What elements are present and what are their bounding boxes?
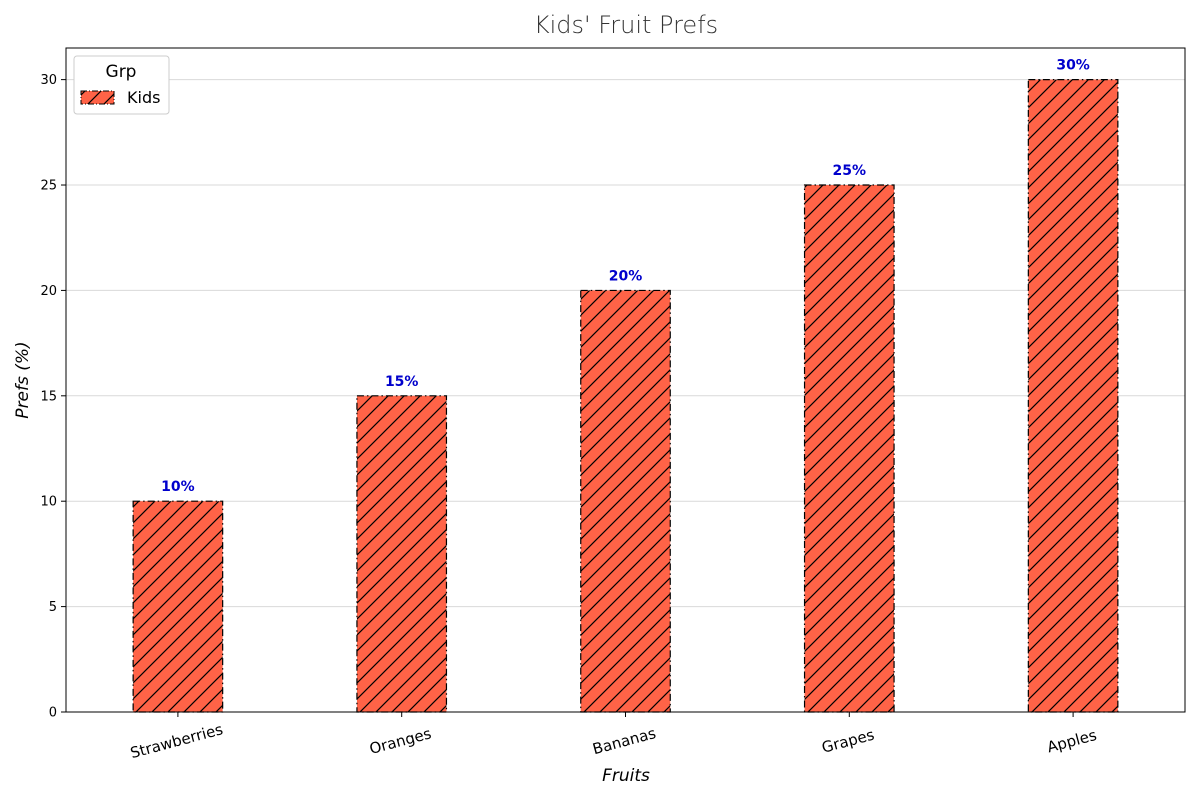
x-tick-label: Bananas xyxy=(591,724,658,758)
bar xyxy=(356,395,448,713)
y-tick-label: 5 xyxy=(49,600,57,615)
x-tick-label: Apples xyxy=(1045,726,1099,757)
data-label: 15% xyxy=(385,374,419,390)
data-labels: 10% 15% 20% 25% 30% xyxy=(161,58,1090,496)
bar xyxy=(803,184,895,713)
data-label: 30% xyxy=(1056,58,1090,74)
bar xyxy=(580,289,671,713)
x-axis-ticks: Strawberries Oranges Bananas Grapes Apples xyxy=(128,712,1099,762)
chart-title: Kids' Fruit Prefs xyxy=(534,11,718,39)
legend-title: Grp xyxy=(106,62,137,82)
legend: Grp Kids xyxy=(73,55,170,115)
data-label: 20% xyxy=(609,268,643,284)
x-tick-label: Grapes xyxy=(820,726,877,757)
data-label: 10% xyxy=(161,479,195,495)
x-tick-label: Strawberries xyxy=(128,720,225,762)
y-tick-label: 10 xyxy=(40,495,57,510)
y-tick-label: 20 xyxy=(40,284,57,299)
y-tick-label: 30 xyxy=(40,73,57,88)
legend-label: Kids xyxy=(127,88,160,107)
y-axis-ticks: 0 5 10 15 20 25 30 xyxy=(40,73,66,721)
x-axis-label: Fruits xyxy=(602,766,650,786)
y-axis-label: Prefs (%) xyxy=(13,341,33,418)
bar xyxy=(132,500,224,713)
y-tick-label: 15 xyxy=(40,389,57,404)
legend-swatch xyxy=(80,90,115,105)
bar xyxy=(1027,79,1119,713)
y-tick-label: 0 xyxy=(49,706,57,721)
data-label: 25% xyxy=(833,163,867,179)
bars xyxy=(132,79,1119,713)
x-tick-label: Oranges xyxy=(368,724,434,758)
y-tick-label: 25 xyxy=(40,179,57,194)
